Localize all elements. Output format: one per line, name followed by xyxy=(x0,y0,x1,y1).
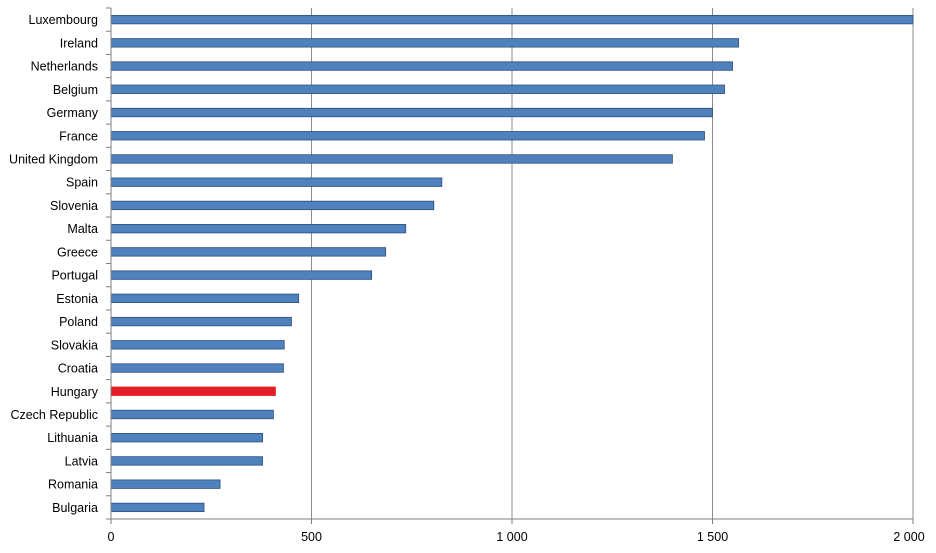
category-label: Ireland xyxy=(60,36,98,50)
bar-malta xyxy=(110,224,407,234)
axes xyxy=(106,7,914,524)
bar-belgium xyxy=(110,84,725,94)
category-label: Portugal xyxy=(51,269,98,283)
category-label: Germany xyxy=(47,106,99,120)
category-label: Romania xyxy=(48,478,98,492)
bar-czech-republic xyxy=(110,409,274,420)
bar-croatia xyxy=(110,363,284,373)
category-label: Poland xyxy=(59,315,98,329)
bar-romania xyxy=(110,479,221,489)
x-tick-label: 1 500 xyxy=(697,530,728,544)
bar-estonia xyxy=(110,293,300,303)
category-label: United Kingdom xyxy=(9,152,98,166)
category-label: Czech Republic xyxy=(10,408,98,422)
x-tick-label: 2 000 xyxy=(893,530,924,544)
x-tick-label: 1 000 xyxy=(496,530,527,544)
bar-germany xyxy=(110,107,713,118)
bar-lithuania xyxy=(110,433,263,443)
category-label: Hungary xyxy=(51,385,99,399)
category-label: Croatia xyxy=(58,362,98,376)
bar-ireland xyxy=(110,38,739,48)
bar-portugal xyxy=(110,270,373,280)
category-label: Belgium xyxy=(53,83,98,97)
category-label: Slovakia xyxy=(51,338,98,352)
category-label: Malta xyxy=(67,222,98,236)
bar-france xyxy=(110,131,705,141)
category-label: Luxembourg xyxy=(29,13,99,27)
category-label: France xyxy=(59,129,98,143)
x-tick-labels: 0 500 1 000 1 500 2 000 xyxy=(108,530,925,544)
category-label: Estonia xyxy=(56,292,98,306)
bar-bulgaria xyxy=(110,502,205,513)
bar-slovakia xyxy=(110,340,285,350)
category-label: Netherlands xyxy=(31,60,98,74)
category-label: Lithuania xyxy=(47,431,98,445)
category-label: Bulgaria xyxy=(52,501,98,515)
bar-hungary xyxy=(110,386,276,396)
category-labels: Luxembourg Ireland Netherlands Belgium Germa… xyxy=(9,13,99,515)
bar-spain xyxy=(110,177,443,187)
bar-latvia xyxy=(110,456,263,466)
bar-netherlands xyxy=(110,61,733,71)
category-label: Spain xyxy=(66,176,98,190)
x-tick-label: 500 xyxy=(301,530,322,544)
bar-luxembourg xyxy=(110,14,914,25)
category-label: Greece xyxy=(57,245,98,259)
bar-greece xyxy=(110,247,387,257)
bar-slovenia xyxy=(110,200,435,211)
bar-united-kingdom xyxy=(110,154,673,164)
bar-poland xyxy=(110,316,292,327)
category-label: Latvia xyxy=(65,454,98,468)
category-label: Slovenia xyxy=(50,199,98,213)
x-tick-label: 0 xyxy=(108,530,115,544)
